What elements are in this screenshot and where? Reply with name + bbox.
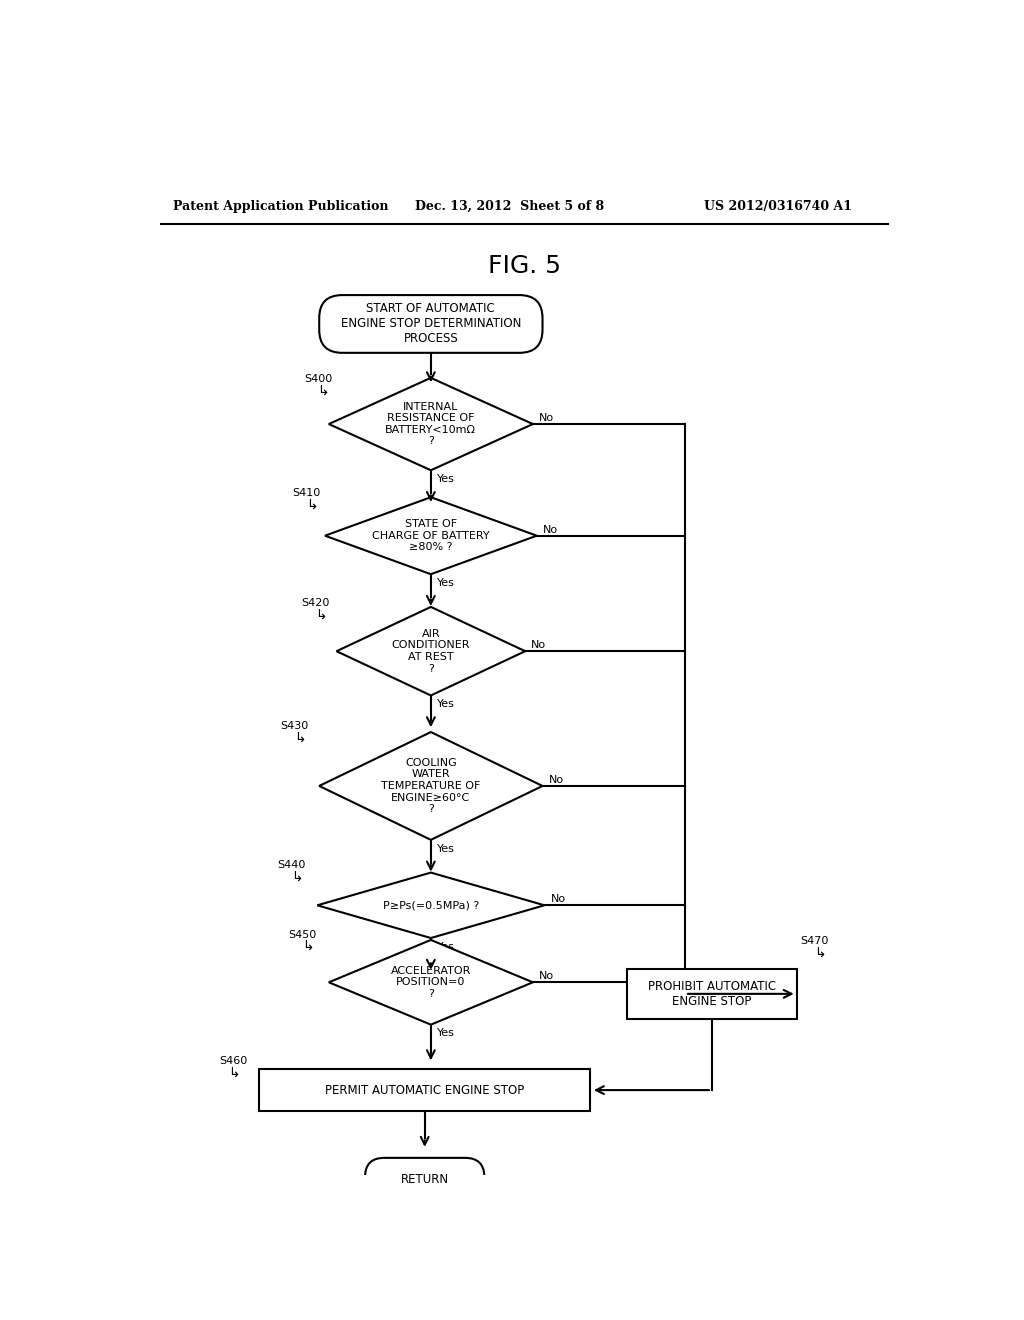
Text: S450: S450 — [289, 929, 316, 940]
Text: STATE OF
CHARGE OF BATTERY
≥80% ?: STATE OF CHARGE OF BATTERY ≥80% ? — [372, 519, 489, 552]
Text: S470: S470 — [801, 936, 828, 946]
Text: Yes: Yes — [437, 474, 455, 484]
Text: ↳: ↳ — [228, 1067, 240, 1080]
Text: No: No — [551, 894, 565, 904]
Polygon shape — [319, 733, 543, 840]
Text: US 2012/0316740 A1: US 2012/0316740 A1 — [705, 199, 852, 213]
Text: RETURN: RETURN — [400, 1172, 449, 1185]
Bar — [259, 1069, 590, 1111]
Text: No: No — [549, 775, 564, 785]
Polygon shape — [337, 607, 525, 696]
Text: Yes: Yes — [437, 942, 455, 952]
Polygon shape — [325, 498, 537, 574]
Polygon shape — [329, 378, 532, 470]
FancyBboxPatch shape — [365, 1158, 484, 1200]
Text: S400: S400 — [304, 375, 332, 384]
Text: Yes: Yes — [437, 578, 455, 587]
Text: S410: S410 — [292, 488, 321, 499]
Text: Patent Application Publication: Patent Application Publication — [173, 199, 388, 213]
FancyBboxPatch shape — [319, 296, 543, 352]
Text: Yes: Yes — [437, 1028, 455, 1039]
Text: ↳: ↳ — [316, 384, 329, 399]
Text: INTERNAL
RESISTANCE OF
BATTERY<10mΩ
?: INTERNAL RESISTANCE OF BATTERY<10mΩ ? — [385, 401, 476, 446]
Text: Dec. 13, 2012  Sheet 5 of 8: Dec. 13, 2012 Sheet 5 of 8 — [416, 199, 604, 213]
Polygon shape — [329, 940, 532, 1024]
Text: ↳: ↳ — [291, 871, 302, 884]
Text: Yes: Yes — [437, 700, 455, 709]
Text: ↳: ↳ — [315, 609, 327, 623]
Text: PROHIBIT AUTOMATIC
ENGINE STOP: PROHIBIT AUTOMATIC ENGINE STOP — [648, 979, 776, 1008]
Text: ↳: ↳ — [302, 940, 314, 954]
Bar — [628, 969, 797, 1019]
Text: No: No — [531, 640, 547, 649]
Text: S460: S460 — [219, 1056, 248, 1065]
Text: S440: S440 — [276, 861, 305, 870]
Text: ↳: ↳ — [306, 499, 317, 512]
Text: FIG. 5: FIG. 5 — [488, 255, 561, 279]
Text: P≥Ps(=0.5MPa) ?: P≥Ps(=0.5MPa) ? — [383, 900, 479, 911]
Text: ACCELERATOR
POSITION=0
?: ACCELERATOR POSITION=0 ? — [391, 966, 471, 999]
Text: START OF AUTOMATIC
ENGINE STOP DETERMINATION
PROCESS: START OF AUTOMATIC ENGINE STOP DETERMINA… — [341, 302, 521, 346]
Text: No: No — [539, 972, 554, 981]
Text: S420: S420 — [301, 598, 330, 609]
Text: COOLING
WATER
TEMPERATURE OF
ENGINE≥60°C
?: COOLING WATER TEMPERATURE OF ENGINE≥60°C… — [381, 758, 480, 814]
Text: ↳: ↳ — [295, 731, 306, 746]
Text: AIR
CONDITIONER
AT REST
?: AIR CONDITIONER AT REST ? — [391, 628, 470, 673]
Text: S430: S430 — [281, 721, 309, 731]
Text: No: No — [539, 413, 554, 422]
Text: PERMIT AUTOMATIC ENGINE STOP: PERMIT AUTOMATIC ENGINE STOP — [325, 1084, 524, 1097]
Polygon shape — [317, 873, 545, 939]
Text: Yes: Yes — [437, 843, 455, 854]
Text: No: No — [543, 524, 558, 535]
Text: ↳: ↳ — [814, 946, 826, 961]
